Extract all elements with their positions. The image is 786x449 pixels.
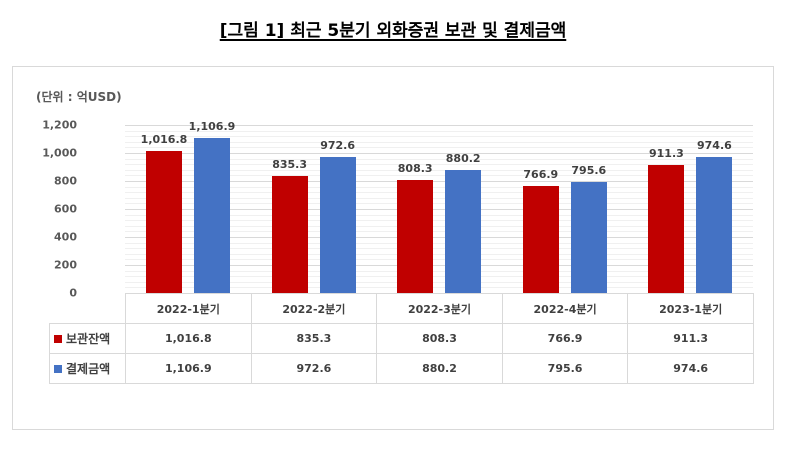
- gridline: [125, 237, 753, 238]
- bar-settlement-amount: [445, 169, 482, 293]
- y-tick-label: 1,000: [42, 146, 77, 160]
- gridline: [125, 159, 753, 160]
- gridline: [125, 175, 753, 176]
- gridline: [125, 170, 753, 171]
- y-tick-label: 600: [54, 202, 77, 216]
- bar-storage-balance: [648, 165, 685, 293]
- legend-swatch-red-icon: [54, 335, 62, 343]
- chart-title: [그림 1] 최근 5분기 외화증권 보관 및 결제금액: [219, 21, 567, 41]
- gridline: [125, 259, 753, 260]
- data-table: 2022-1분기 2022-2분기 2022-3분기 2022-4분기 2023…: [49, 293, 754, 384]
- gridline: [125, 131, 753, 132]
- gridline: [125, 147, 753, 148]
- category-header: 2022-2분기: [250, 293, 378, 324]
- gridline: [125, 276, 753, 277]
- gridline: [125, 248, 753, 249]
- category-header: 2023-1분기: [627, 293, 754, 324]
- bar-data-label: 835.3: [272, 158, 307, 172]
- data-table-row-settlement: 결제금액 1,106.9 972.6 880.2 795.6 974.6: [49, 353, 754, 384]
- legend-settlement-amount: 결제금액: [49, 353, 126, 384]
- gridline: [125, 220, 753, 221]
- gridline: [125, 142, 753, 143]
- category-header: 2022-4분기: [501, 293, 629, 324]
- y-tick-label: 0: [69, 286, 77, 300]
- bar-data-label: 1,016.8: [140, 132, 188, 146]
- table-cell: 974.6: [627, 353, 754, 384]
- plot-area: 0 200 400 600 800 1,000 1,200 1,016.8 1,106.9 835…: [42, 119, 753, 300]
- data-table-row-storage: 보관잔액 1,016.8 835.3 808.3 766.9 911.3: [49, 323, 754, 354]
- y-tick-label: 800: [54, 174, 77, 188]
- legend-storage-balance: 보관잔액: [49, 323, 126, 354]
- gridline: [125, 187, 753, 188]
- bar-settlement-amount: [570, 181, 607, 293]
- table-cell: 808.3: [376, 323, 503, 354]
- bar-storage-balance: [397, 179, 434, 293]
- bar-data-label: 766.9: [523, 167, 559, 181]
- bar-data-label: 911.3: [648, 147, 684, 161]
- bar-data-label: 808.3: [397, 161, 433, 175]
- y-tick-label: 200: [54, 258, 77, 272]
- gridline: [125, 215, 753, 216]
- bar-data-label: 880.2: [445, 151, 481, 165]
- gridline: [125, 243, 753, 244]
- table-cell: 880.2: [376, 353, 503, 384]
- gridline: [125, 136, 753, 137]
- gridline: [125, 265, 753, 266]
- gridline: [125, 192, 753, 193]
- gridline: [125, 203, 753, 204]
- table-cell: 795.6: [501, 353, 629, 384]
- bar-settlement-amount: [194, 138, 230, 293]
- gridline: [125, 125, 753, 126]
- gridline: [125, 254, 753, 255]
- legend-swatch-blue-icon: [54, 365, 62, 373]
- y-tick-label: 1,200: [42, 118, 77, 132]
- bar-storage-balance: [271, 176, 308, 293]
- bar-data-label: 974.6: [696, 138, 732, 152]
- gridline: [125, 282, 753, 283]
- table-cell: 1,106.9: [125, 353, 252, 384]
- bar-storage-balance: [522, 185, 559, 293]
- gridline: [125, 164, 753, 165]
- y-tick-label: 400: [54, 230, 77, 244]
- table-cell: 835.3: [250, 323, 378, 354]
- data-table-header-row: 2022-1분기 2022-2분기 2022-3분기 2022-4분기 2023…: [49, 293, 754, 324]
- bar-data-label: 972.6: [320, 138, 355, 152]
- gridline: [125, 153, 753, 154]
- table-cell: 1,016.8: [125, 323, 252, 354]
- table-cell: 766.9: [501, 323, 629, 354]
- table-cell: 972.6: [250, 353, 378, 384]
- bar-storage-balance: [146, 150, 182, 293]
- gridline: [125, 198, 753, 199]
- bar-data-label: 1,106.9: [188, 120, 236, 134]
- unit-label: (단위 : 억USD): [36, 90, 122, 104]
- gridline: [125, 231, 753, 232]
- gridline: [125, 271, 753, 272]
- category-header: 2022-3분기: [376, 293, 503, 324]
- bar-settlement-amount: [696, 156, 733, 293]
- gridline: [125, 287, 753, 288]
- gridline: [125, 226, 753, 227]
- bar-data-label: 795.6: [571, 163, 607, 177]
- bar-settlement-amount: [319, 156, 356, 293]
- category-header: 2022-1분기: [125, 293, 252, 324]
- gridline: [125, 209, 753, 210]
- table-cell: 911.3: [627, 323, 754, 354]
- gridline: [125, 181, 753, 182]
